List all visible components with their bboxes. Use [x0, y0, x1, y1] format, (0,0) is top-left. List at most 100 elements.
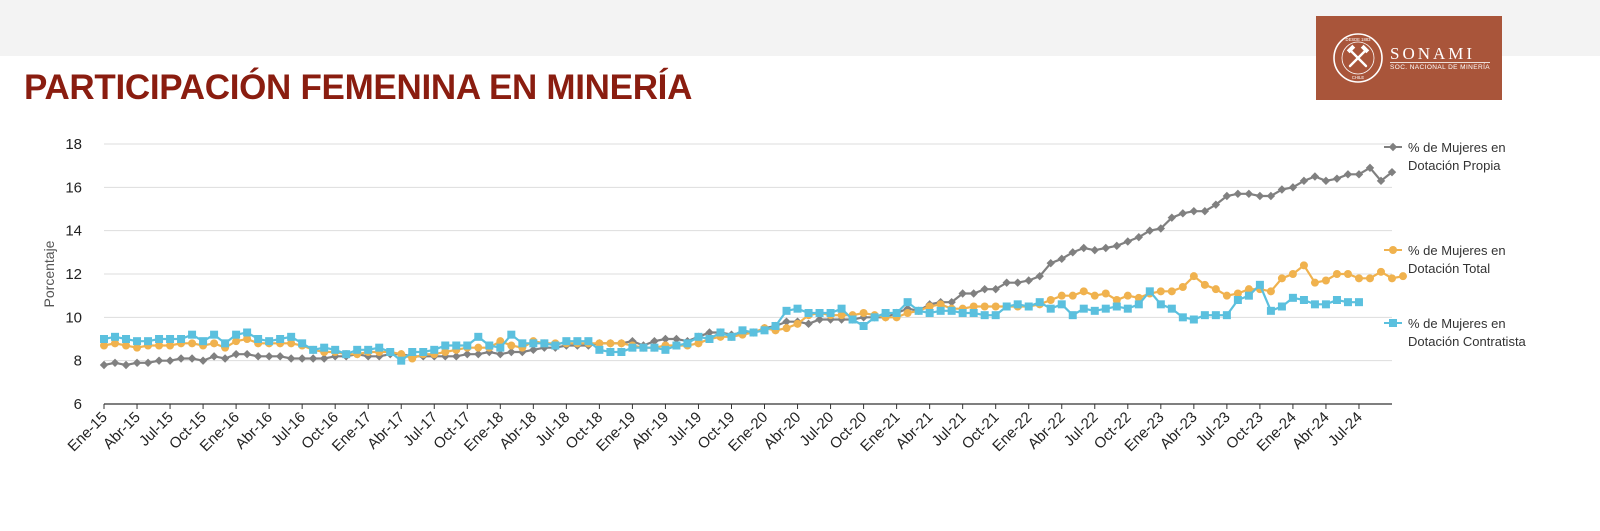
- de-mujeres-en-dotacion-contratista-point: [1035, 298, 1044, 307]
- de-mujeres-en-dotacion-contratista-point: [298, 339, 307, 348]
- de-mujeres-en-dotacion-contratista-point: [991, 311, 1000, 320]
- x-tick-label: Abr-17: [364, 409, 408, 453]
- de-mujeres-en-dotacion-total-point: [111, 339, 120, 348]
- de-mujeres-en-dotacion-propia-point: [1112, 241, 1121, 251]
- de-mujeres-en-dotacion-propia-point: [1035, 271, 1044, 281]
- de-mujeres-en-dotacion-total-point: [1332, 270, 1341, 278]
- de-mujeres-en-dotacion-contratista-point: [738, 326, 747, 335]
- seal-bottom-text: CHILE: [1352, 75, 1365, 80]
- y-tick-label: 8: [74, 353, 82, 370]
- de-mujeres-en-dotacion-contratista-point: [1079, 304, 1088, 313]
- legend-label-de-mujeres-en-dotacion-total: % de Mujeres en: [1408, 243, 1506, 258]
- de-mujeres-en-dotacion-propia-point: [264, 352, 274, 361]
- de-mujeres-en-dotacion-contratista-point: [452, 341, 461, 350]
- de-mujeres-en-dotacion-total-point: [1365, 274, 1374, 283]
- de-mujeres-en-dotacion-contratista-point: [485, 341, 494, 350]
- de-mujeres-en-dotacion-contratista-point: [848, 315, 857, 324]
- logo-name: SONAMI: [1390, 44, 1476, 63]
- de-mujeres-en-dotacion-contratista-point: [419, 348, 428, 356]
- de-mujeres-en-dotacion-total-point: [243, 335, 252, 343]
- seal-top-text: DESDE 1883: [1346, 37, 1372, 42]
- de-mujeres-en-dotacion-total-point: [1211, 285, 1220, 294]
- de-mujeres-en-dotacion-propia-point: [1343, 170, 1353, 179]
- de-mujeres-en-dotacion-contratista-point: [1156, 300, 1165, 309]
- x-tick-label: Abr-22: [1025, 409, 1069, 453]
- de-mujeres-en-dotacion-contratista-point: [815, 309, 824, 317]
- de-mujeres-en-dotacion-contratista-point: [672, 341, 681, 350]
- de-mujeres-en-dotacion-contratista-point: [1134, 300, 1143, 309]
- de-mujeres-en-dotacion-contratista-point: [1233, 296, 1242, 304]
- de-mujeres-en-dotacion-total-point: [1277, 274, 1286, 283]
- de-mujeres-en-dotacion-total-point: [100, 341, 108, 350]
- x-tick-label: Abr-24: [1289, 409, 1333, 453]
- de-mujeres-en-dotacion-propia-point: [452, 352, 461, 361]
- de-mujeres-en-dotacion-propia-point: [1211, 200, 1221, 209]
- de-mujeres-en-dotacion-contratista-point: [507, 330, 516, 339]
- de-mujeres-en-dotacion-contratista-point: [430, 345, 439, 354]
- de-mujeres-en-dotacion-propia-point: [1189, 206, 1199, 216]
- de-mujeres-en-dotacion-total-point: [188, 339, 197, 348]
- de-mujeres-en-dotacion-contratista-point: [177, 335, 186, 343]
- de-mujeres-en-dotacion-propia-point: [507, 347, 516, 357]
- de-mujeres-en-dotacion-propia-point: [1079, 243, 1088, 253]
- de-mujeres-en-dotacion-propia-point: [705, 328, 714, 337]
- de-mujeres-en-dotacion-total-point: [1376, 267, 1385, 276]
- de-mujeres-en-dotacion-total-point: [1079, 287, 1088, 296]
- de-mujeres-en-dotacion-propia-point: [1299, 176, 1309, 186]
- de-mujeres-en-dotacion-contratista-point: [1288, 293, 1297, 302]
- de-mujeres-en-dotacion-total-point: [980, 302, 989, 311]
- de-mujeres-en-dotacion-total-point: [496, 337, 505, 346]
- de-mujeres-en-dotacion-total-point: [166, 341, 175, 350]
- de-mujeres-en-dotacion-total-point: [1266, 287, 1275, 296]
- legend-label-de-mujeres-en-dotacion-contratista: % de Mujeres en: [1408, 316, 1506, 331]
- de-mujeres-en-dotacion-contratista-point: [518, 339, 527, 348]
- de-mujeres-en-dotacion-contratista-point: [353, 345, 362, 354]
- de-mujeres-en-dotacion-contratista-point: [276, 335, 285, 343]
- de-mujeres-en-dotacion-contratista-point: [1244, 291, 1253, 300]
- de-mujeres-en-dotacion-contratista-point: [1068, 311, 1077, 320]
- de-mujeres-en-dotacion-total-point: [595, 339, 604, 348]
- y-tick-label: 10: [65, 309, 82, 326]
- legend-label-de-mujeres-en-dotacion-contratista: Dotación Contratista: [1408, 334, 1527, 349]
- de-mujeres-en-dotacion-propia-point: [198, 356, 208, 365]
- de-mujeres-en-dotacion-contratista-point: [1277, 302, 1286, 311]
- de-mujeres-en-dotacion-total-point: [617, 339, 626, 348]
- de-mujeres-en-dotacion-contratista-point: [320, 343, 329, 352]
- de-mujeres-en-dotacion-contratista-point: [551, 341, 560, 350]
- de-mujeres-en-dotacion-contratista-point: [782, 306, 791, 315]
- de-mujeres-en-dotacion-contratista-point: [639, 343, 648, 352]
- de-mujeres-en-dotacion-total-point: [694, 339, 703, 348]
- de-mujeres-en-dotacion-contratista-point: [243, 328, 252, 337]
- de-mujeres-en-dotacion-total-point: [1057, 291, 1066, 300]
- de-mujeres-en-dotacion-propia-point: [297, 354, 307, 363]
- legend-label-de-mujeres-en-dotacion-total: Dotación Total: [1408, 261, 1490, 276]
- de-mujeres-en-dotacion-contratista-line: [103, 282, 1359, 363]
- de-mujeres-en-dotacion-contratista-point: [584, 337, 593, 346]
- de-mujeres-en-dotacion-contratista-point: [1332, 296, 1341, 304]
- de-mujeres-en-dotacion-contratista-point: [1200, 311, 1209, 320]
- de-mujeres-en-dotacion-propia-point: [815, 315, 824, 324]
- x-tick-label: Abr-16: [232, 409, 276, 453]
- de-mujeres-en-dotacion-contratista-point: [837, 304, 846, 313]
- de-mujeres-en-dotacion-propia-point: [804, 319, 813, 329]
- de-mujeres-en-dotacion-total-point: [1233, 289, 1242, 298]
- de-mujeres-en-dotacion-propia-point: [1046, 258, 1055, 268]
- de-mujeres-en-dotacion-propia-point: [121, 360, 131, 370]
- de-mujeres-en-dotacion-contratista-point: [386, 348, 395, 356]
- de-mujeres-en-dotacion-contratista-point: [694, 332, 703, 341]
- de-mujeres-en-dotacion-total-point: [1200, 280, 1209, 289]
- de-mujeres-en-dotacion-contratista-point: [474, 332, 483, 341]
- de-mujeres-en-dotacion-total-point: [1399, 272, 1408, 281]
- de-mujeres-en-dotacion-propia-point: [1310, 172, 1320, 181]
- de-mujeres-en-dotacion-contratista-point: [441, 341, 450, 350]
- de-mujeres-en-dotacion-contratista-point: [914, 306, 923, 315]
- de-mujeres-en-dotacion-propia-point: [1266, 191, 1276, 201]
- de-mujeres-en-dotacion-propia-point: [463, 349, 472, 359]
- de-mujeres-en-dotacion-contratista-point: [1310, 300, 1319, 309]
- de-mujeres-en-dotacion-contratista-point: [397, 356, 406, 365]
- de-mujeres-en-dotacion-contratista-point: [870, 313, 879, 322]
- de-mujeres-en-dotacion-total-point: [1046, 296, 1055, 304]
- de-mujeres-en-dotacion-total-point: [133, 343, 142, 352]
- legend-label-de-mujeres-en-dotacion-propia: % de Mujeres en: [1408, 140, 1506, 155]
- de-mujeres-en-dotacion-propia-point: [110, 358, 120, 368]
